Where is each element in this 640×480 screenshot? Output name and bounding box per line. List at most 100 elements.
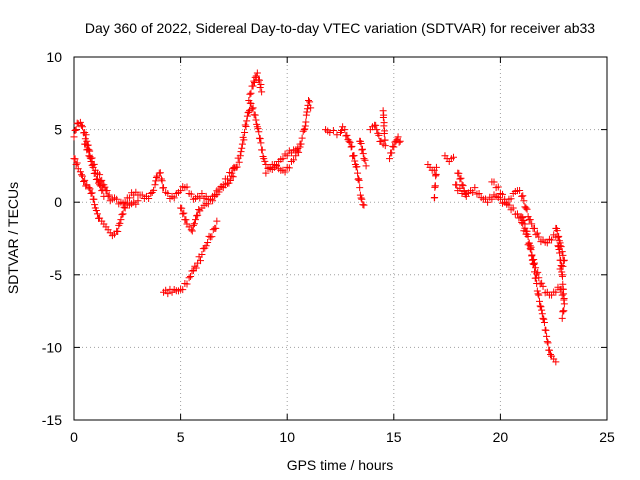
data-point — [256, 135, 264, 143]
data-point — [150, 186, 158, 194]
data-point — [256, 83, 264, 91]
data-point — [389, 142, 397, 150]
data-point — [520, 217, 528, 225]
data-point — [187, 226, 195, 234]
data-point — [285, 164, 293, 172]
data-point — [113, 195, 121, 203]
data-point — [77, 171, 85, 179]
data-point — [82, 140, 90, 148]
data-point — [455, 169, 463, 177]
data-point — [526, 242, 534, 250]
data-point — [179, 210, 187, 218]
data-point — [555, 237, 563, 245]
data-point — [297, 140, 305, 148]
data-point — [266, 165, 274, 173]
data-point — [547, 351, 555, 359]
data-point — [353, 163, 361, 171]
data-point — [252, 72, 260, 80]
data-point — [79, 172, 87, 180]
data-point — [96, 181, 104, 189]
data-point — [157, 175, 165, 183]
data-point — [180, 209, 188, 217]
data-point — [449, 153, 457, 161]
data-point — [523, 205, 531, 213]
data-point — [226, 176, 234, 184]
data-point — [230, 163, 238, 171]
data-point — [526, 216, 534, 224]
data-point — [532, 264, 540, 272]
data-point — [183, 280, 191, 288]
data-point — [253, 69, 261, 77]
data-point — [134, 197, 142, 205]
data-point — [350, 152, 358, 160]
data-point — [80, 177, 88, 185]
data-point — [558, 314, 566, 322]
data-point — [192, 264, 200, 272]
data-point — [219, 181, 227, 189]
data-point — [343, 131, 351, 139]
data-point — [542, 326, 550, 334]
data-point — [540, 318, 548, 326]
data-point — [560, 256, 568, 264]
data-point — [238, 140, 246, 148]
grid — [74, 57, 607, 420]
data-point — [91, 169, 99, 177]
data-point — [251, 111, 259, 119]
data-point — [351, 157, 359, 165]
data-point — [544, 339, 552, 347]
data-point — [257, 139, 265, 147]
data-point — [521, 220, 529, 228]
data-point — [538, 306, 546, 314]
data-point — [187, 273, 195, 281]
data-point — [194, 211, 202, 219]
data-point — [534, 290, 542, 298]
data-point — [105, 191, 113, 199]
data-point — [83, 146, 91, 154]
data-point — [533, 287, 541, 295]
data-point — [543, 332, 551, 340]
data-point — [301, 125, 309, 133]
data-point — [552, 358, 560, 366]
data-point — [241, 121, 249, 129]
data-point — [208, 233, 216, 241]
data-point — [338, 126, 346, 134]
data-point — [303, 105, 311, 113]
data-point — [469, 188, 477, 196]
y-tick-label: 10 — [46, 49, 62, 65]
data-point — [396, 137, 404, 145]
data-point — [558, 248, 566, 256]
data-point — [358, 146, 366, 154]
data-point — [118, 211, 126, 219]
data-point — [457, 174, 465, 182]
data-point — [198, 250, 206, 258]
data-point — [290, 156, 298, 164]
data-point — [293, 147, 301, 155]
data-point — [257, 80, 265, 88]
data-point — [152, 177, 160, 185]
data-point — [99, 186, 107, 194]
data-point — [395, 138, 403, 146]
data-point — [556, 242, 564, 250]
data-point — [164, 189, 172, 197]
data-point — [394, 133, 402, 141]
x-axis-label: GPS time / hours — [287, 457, 394, 473]
data-point — [527, 243, 535, 251]
data-point — [559, 307, 567, 315]
data-point — [531, 224, 539, 232]
data-point — [85, 152, 93, 160]
data-point — [538, 279, 546, 287]
data-point — [558, 262, 566, 270]
data-point — [528, 251, 536, 259]
data-point — [160, 184, 168, 192]
data-point — [204, 200, 212, 208]
data-point — [243, 117, 251, 125]
data-point — [475, 189, 483, 197]
data-point — [535, 297, 543, 305]
data-point — [151, 181, 159, 189]
data-point — [507, 195, 515, 203]
data-point — [243, 112, 251, 120]
data-point — [432, 172, 440, 180]
data-point — [120, 203, 128, 211]
data-point — [559, 308, 567, 316]
data-point — [552, 288, 560, 296]
